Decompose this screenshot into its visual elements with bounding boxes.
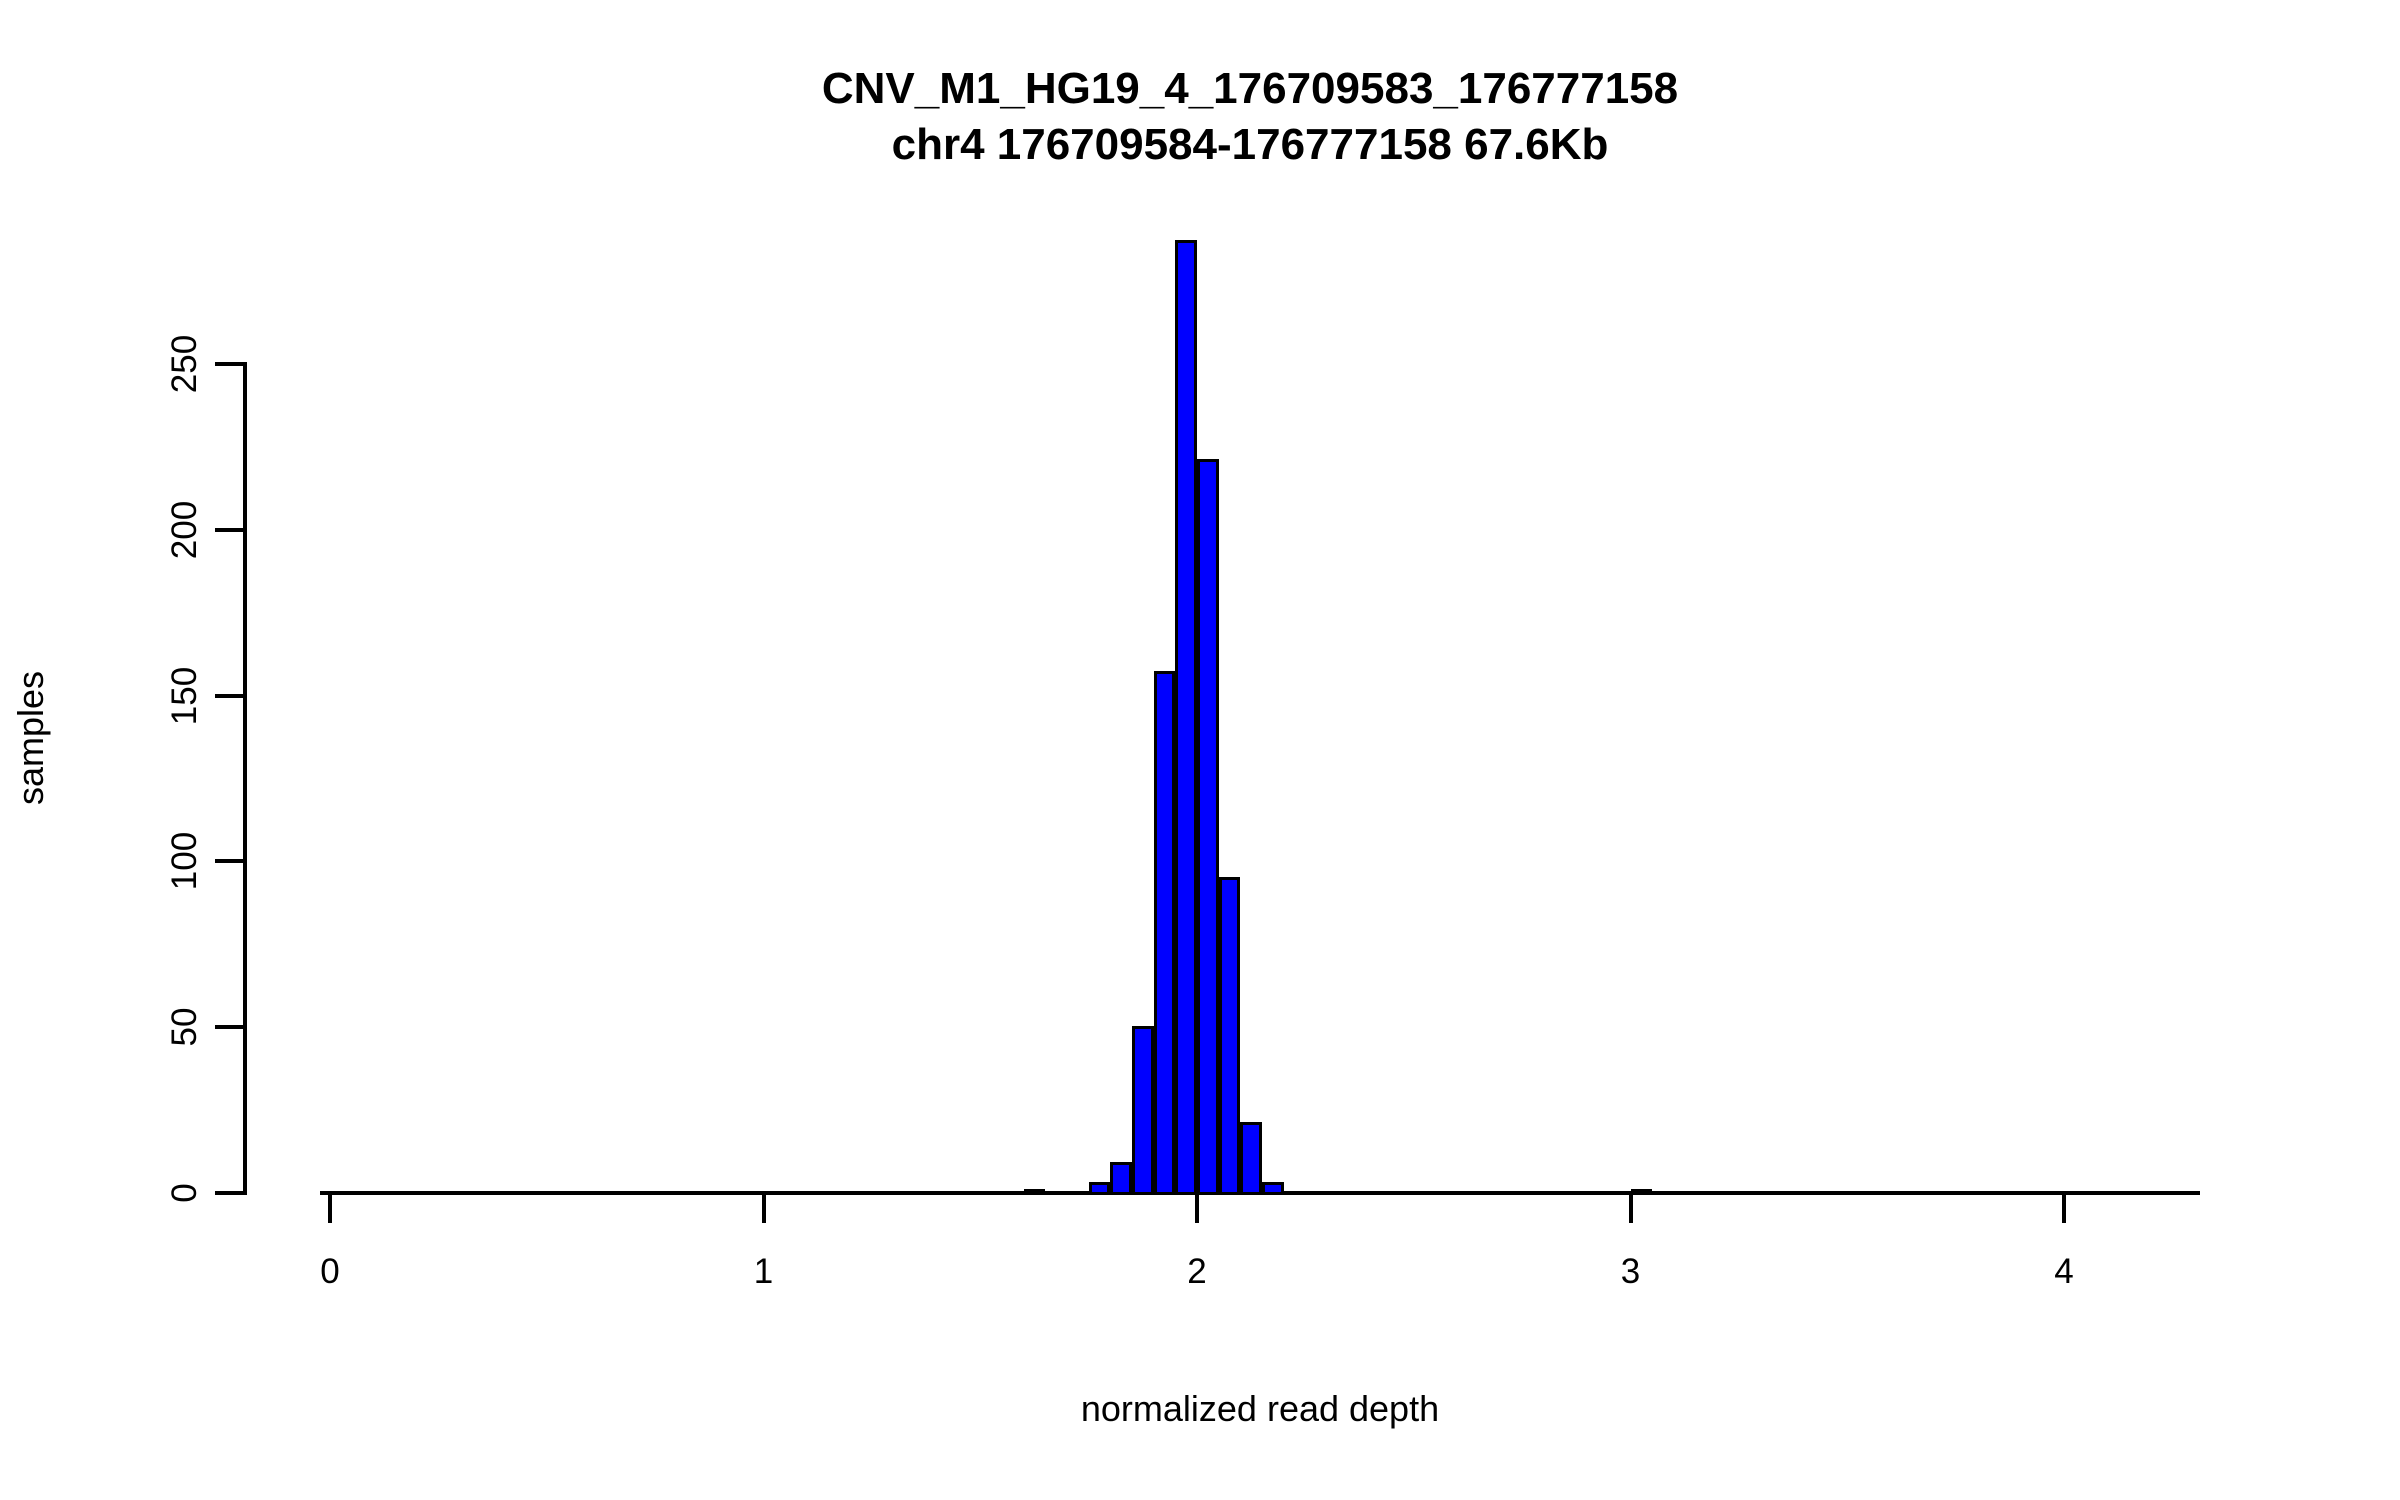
- y-axis-tick-label: 50: [165, 1007, 204, 1047]
- y-axis-tick: [215, 693, 243, 698]
- histogram-bar: [1153, 671, 1176, 1195]
- x-axis-tick-label: 2: [1187, 1252, 1207, 1291]
- y-axis-tick-label: 0: [165, 1183, 204, 1203]
- x-axis-tick-label: 1: [753, 1252, 774, 1291]
- histogram-bar: [1240, 1122, 1263, 1195]
- histogram-bar: [1197, 459, 1219, 1195]
- y-axis-tick-label: 250: [165, 334, 204, 394]
- chart-title: CNV_M1_HG19_4_176709583_176777158: [821, 64, 1679, 113]
- histogram-bar: [1175, 240, 1197, 1195]
- x-axis-tick: [328, 1193, 332, 1223]
- histogram-bar: [1218, 876, 1241, 1195]
- x-axis-tick: [1628, 1193, 1633, 1223]
- y-axis-tick: [215, 527, 243, 532]
- y-axis-tick: [215, 1191, 243, 1195]
- y-axis-tick: [215, 859, 243, 864]
- chart-subtitle: chr4 176709584-176777158 67.6Kb: [891, 120, 1609, 169]
- histogram-bar: [1088, 1182, 1111, 1195]
- y-axis-tick: [215, 1025, 243, 1030]
- x-axis-tick: [2062, 1193, 2066, 1223]
- x-axis-tick-label: 3: [1620, 1252, 1641, 1291]
- histogram-bar: [1262, 1182, 1284, 1195]
- y-axis-line: [243, 362, 247, 1195]
- histogram-bar: [1110, 1162, 1132, 1195]
- x-axis-label: normalized read depth: [1080, 1388, 1440, 1429]
- y-axis-label: samples: [10, 670, 51, 806]
- histogram-bar: [1131, 1026, 1154, 1195]
- x-axis-tick: [761, 1193, 766, 1223]
- histogram-bar: [1023, 1188, 1046, 1195]
- y-axis-tick-label: 100: [165, 832, 204, 891]
- x-axis-tick-label: 0: [320, 1252, 340, 1291]
- y-axis-tick: [215, 362, 243, 366]
- histogram-bar: [1630, 1188, 1653, 1195]
- x-axis-tick: [1195, 1193, 1199, 1223]
- y-axis-tick-label: 150: [165, 666, 204, 725]
- y-axis-tick-label: 200: [165, 500, 204, 559]
- x-axis-tick-label: 4: [2054, 1252, 2074, 1291]
